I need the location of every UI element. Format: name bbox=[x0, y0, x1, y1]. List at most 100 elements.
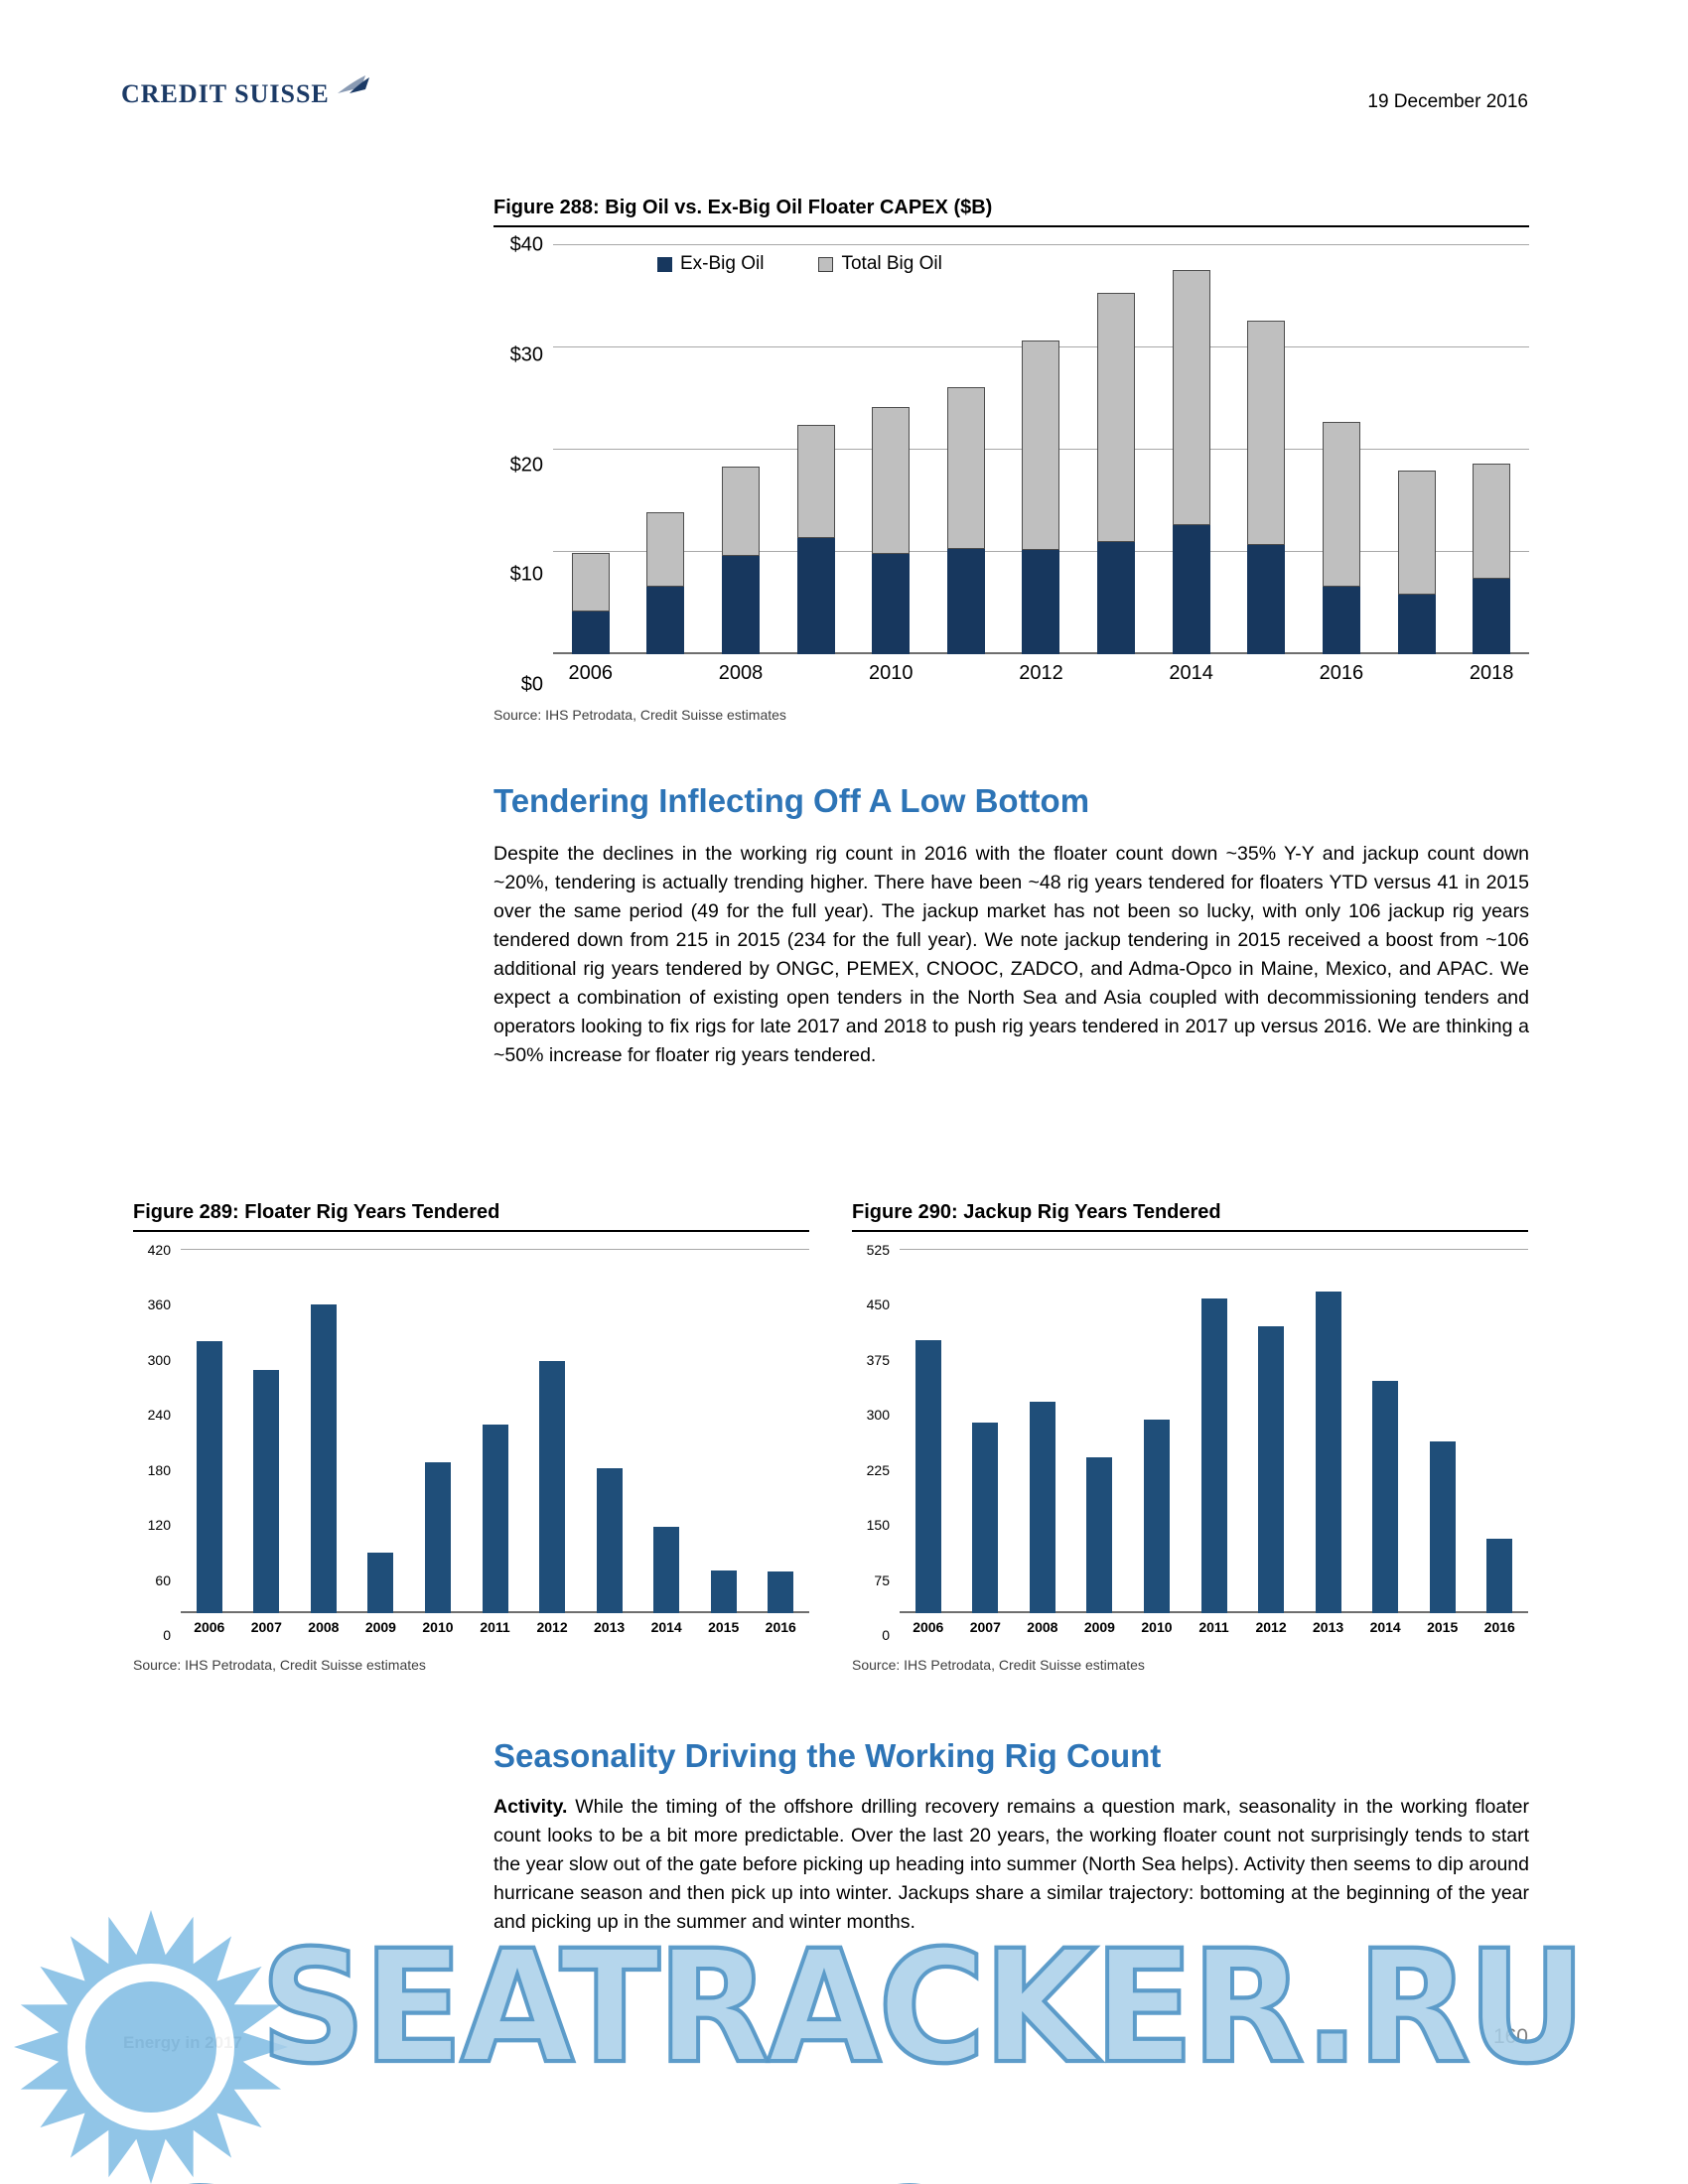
bar-2016 bbox=[1322, 245, 1360, 654]
x-tick-label: 2007 bbox=[250, 1619, 282, 1635]
x-tick-label: 2012 bbox=[1255, 1619, 1287, 1635]
y-tick-label: 0 bbox=[882, 1627, 890, 1643]
y-tick-label: 150 bbox=[866, 1517, 890, 1534]
bar-2007 bbox=[646, 245, 685, 654]
bar-2012 bbox=[1258, 1250, 1285, 1613]
figure-288-plot: Ex-Big Oil Total Big Oil bbox=[553, 244, 1529, 654]
x-tick-label: 2010 bbox=[868, 662, 914, 684]
bar-2011 bbox=[1200, 1250, 1227, 1613]
bar-2015 bbox=[1247, 245, 1286, 654]
x-tick-label: 2007 bbox=[969, 1619, 1001, 1635]
x-tick-label: 2013 bbox=[594, 1619, 626, 1635]
x-tick-label: 2012 bbox=[536, 1619, 568, 1635]
bar-2008 bbox=[310, 1250, 337, 1613]
bar-2010 bbox=[424, 1250, 451, 1613]
legend-label-ex: Ex-Big Oil bbox=[680, 253, 765, 274]
x-tick-label: 2010 bbox=[1141, 1619, 1173, 1635]
figure-289-title: Figure 289: Floater Rig Years Tendered bbox=[133, 1201, 809, 1232]
legend-item-ex-big-oil: Ex-Big Oil bbox=[657, 253, 764, 275]
bar-2014 bbox=[1372, 1250, 1399, 1613]
y-tick-label: 75 bbox=[874, 1571, 890, 1588]
x-tick-label: 2016 bbox=[1483, 1619, 1515, 1635]
watermark-text-bottom: SEATRACKER.RU bbox=[147, 2168, 1640, 2184]
x-tick-label: 2009 bbox=[1083, 1619, 1115, 1635]
x-tick-label: 2008 bbox=[1027, 1619, 1058, 1635]
figure-290-source: Source: IHS Petrodata, Credit Suisse est… bbox=[852, 1657, 1145, 1673]
y-tick-label: 450 bbox=[866, 1297, 890, 1313]
x-tick-label bbox=[1379, 662, 1455, 685]
x-tick-label bbox=[778, 662, 854, 685]
bar-2018 bbox=[1473, 245, 1511, 654]
figure-289: Figure 289: Floater Rig Years Tendered 0… bbox=[133, 1201, 809, 1673]
y-tick-label: $30 bbox=[509, 343, 543, 366]
x-tick-label: 2014 bbox=[1169, 662, 1213, 684]
bar-2012 bbox=[1022, 245, 1060, 654]
figure-289-source: Source: IHS Petrodata, Credit Suisse est… bbox=[133, 1657, 426, 1673]
brand-wordmark: CREDIT SUISSE bbox=[121, 79, 330, 108]
figure-289-chart: 0 60 120 180 240 300 360 420 2006 2007 2008 2009 20… bbox=[133, 1242, 809, 1643]
bar-2016 bbox=[1486, 1250, 1513, 1613]
y-tick-label: $10 bbox=[509, 563, 543, 586]
x-tick-label: 2011 bbox=[480, 1619, 510, 1635]
y-tick-label: 360 bbox=[147, 1297, 171, 1313]
bar-2015 bbox=[710, 1250, 737, 1613]
x-tick-label: 2011 bbox=[1198, 1619, 1229, 1635]
x-tick-label: 2015 bbox=[708, 1619, 740, 1635]
bar-2008 bbox=[722, 245, 761, 654]
bar-2013 bbox=[1315, 1250, 1341, 1613]
bar-2007 bbox=[253, 1250, 280, 1613]
gridline bbox=[900, 1249, 1528, 1250]
figure-290-plot bbox=[900, 1249, 1528, 1613]
figure-290-x-axis: 2006 2007 2008 2009 2010 2011 2012 2013 2014 2015… bbox=[900, 1619, 1528, 1635]
y-tick-label: 120 bbox=[147, 1517, 171, 1534]
legend-swatch-ex bbox=[657, 256, 672, 272]
figure-288-legend: Ex-Big Oil Total Big Oil bbox=[657, 253, 942, 275]
x-tick-label: 2016 bbox=[1319, 662, 1364, 684]
figure-289-x-axis: 2006 2007 2008 2009 2010 2011 2012 2013 2014 2015… bbox=[181, 1619, 809, 1635]
credit-suisse-sails-icon bbox=[337, 75, 369, 93]
legend-label-total: Total Big Oil bbox=[841, 253, 942, 274]
watermark-text: SEATRACKER.RU bbox=[258, 1916, 1589, 2099]
y-tick-label: 300 bbox=[147, 1351, 171, 1368]
figure-290: Figure 290: Jackup Rig Years Tendered 0 7… bbox=[852, 1201, 1528, 1673]
x-tick-label: 2010 bbox=[422, 1619, 454, 1635]
y-tick-label: 180 bbox=[147, 1461, 171, 1478]
report-date: 19 December 2016 bbox=[1367, 91, 1528, 112]
bar-2006 bbox=[914, 1250, 941, 1613]
x-tick-label: 2018 bbox=[1469, 662, 1514, 684]
y-tick-label: $20 bbox=[509, 454, 543, 476]
bar-2006 bbox=[196, 1250, 222, 1613]
bar-2016 bbox=[768, 1250, 794, 1613]
figure-288-source: Source: IHS Petrodata, Credit Suisse est… bbox=[493, 707, 786, 723]
bar-2013 bbox=[1097, 245, 1136, 654]
x-tick-label bbox=[928, 662, 1004, 685]
x-tick-label: 2008 bbox=[308, 1619, 340, 1635]
y-tick-label: 225 bbox=[866, 1461, 890, 1478]
figure-290-y-axis: 0 75 150 225 300 375 450 525 bbox=[852, 1242, 900, 1643]
x-tick-label bbox=[1228, 662, 1304, 685]
bar-2009 bbox=[1086, 1250, 1113, 1613]
paragraph-tendering: Despite the declines in the working rig … bbox=[493, 843, 1529, 1066]
x-tick-label: 2016 bbox=[765, 1619, 796, 1635]
bar-2008 bbox=[1029, 1250, 1055, 1613]
figure-290-title: Figure 290: Jackup Rig Years Tendered bbox=[852, 1201, 1528, 1232]
gridline bbox=[553, 244, 1529, 245]
bar-2010 bbox=[872, 245, 911, 654]
x-tick-label: 2006 bbox=[568, 662, 614, 684]
page-number: 160 bbox=[1492, 2025, 1528, 2048]
bar-2014 bbox=[653, 1250, 680, 1613]
y-tick-label: 300 bbox=[866, 1407, 890, 1424]
x-tick-label: 2012 bbox=[1019, 662, 1063, 684]
bar-2009 bbox=[367, 1250, 394, 1613]
bar-2014 bbox=[1172, 245, 1210, 654]
x-tick-label: 2014 bbox=[1369, 1619, 1401, 1635]
figure-289-y-axis: 0 60 120 180 240 300 360 420 bbox=[133, 1242, 181, 1643]
bar-2007 bbox=[972, 1250, 999, 1613]
legend-item-total-big-oil: Total Big Oil bbox=[818, 253, 942, 275]
y-tick-label: 375 bbox=[866, 1351, 890, 1368]
figure-288-chart: $0 $10 $20 $30 $40 Ex-Big Oil Total Big Oil … bbox=[493, 234, 1529, 696]
figure-290-chart: 0 75 150 225 300 375 450 525 2006 2007 2008 2009 20… bbox=[852, 1242, 1528, 1643]
x-tick-label: 2008 bbox=[718, 662, 764, 684]
x-tick-label: 2014 bbox=[650, 1619, 682, 1635]
bar-2010 bbox=[1143, 1250, 1170, 1613]
